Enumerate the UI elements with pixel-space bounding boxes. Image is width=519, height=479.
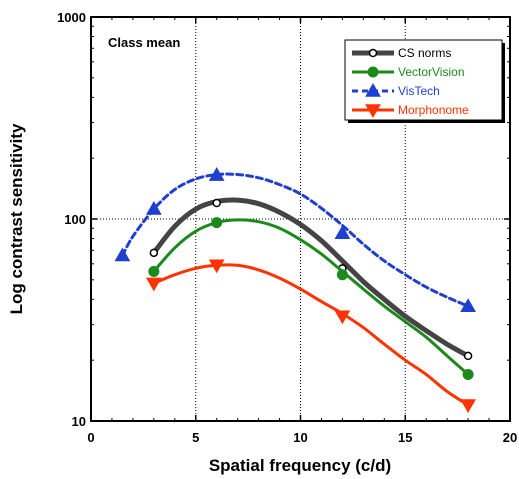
series-line bbox=[152, 218, 470, 376]
x-axis-title: Spatial frequency (c/d) bbox=[209, 456, 391, 475]
data-point bbox=[208, 167, 225, 181]
data-point bbox=[463, 351, 473, 361]
data-point bbox=[336, 269, 348, 281]
x-tick-label: 15 bbox=[398, 430, 412, 445]
series-vistech bbox=[114, 167, 476, 312]
data-point bbox=[114, 247, 131, 262]
data-point bbox=[334, 310, 351, 325]
data-point bbox=[460, 399, 476, 414]
y-tick-label: 1000 bbox=[57, 10, 86, 25]
series-line bbox=[152, 263, 470, 407]
legend-item: CS norms bbox=[352, 46, 451, 60]
legend-marker bbox=[365, 104, 381, 119]
data-point bbox=[212, 198, 221, 208]
series-line bbox=[120, 172, 470, 308]
y-tick-label: 10 bbox=[72, 414, 86, 429]
data-point bbox=[148, 265, 160, 277]
legend-label: VisTech bbox=[398, 84, 440, 98]
legend-item: VisTech bbox=[352, 82, 440, 98]
x-tick-label: 10 bbox=[293, 430, 307, 445]
axis-ticks: 0 5 10 15 20 10 100 1000 bbox=[57, 10, 517, 445]
data-point bbox=[208, 259, 225, 274]
legend-item: Morphonome bbox=[352, 103, 469, 119]
chart-annotation: Class mean bbox=[108, 35, 180, 50]
data-point bbox=[149, 248, 159, 258]
x-tick-label: 0 bbox=[87, 430, 94, 445]
legend-item: VectorVision bbox=[352, 65, 465, 79]
data-point bbox=[145, 201, 162, 215]
data-point bbox=[334, 225, 351, 240]
series-line bbox=[151, 197, 471, 359]
y-axis-title: Log contrast sensitivity bbox=[7, 123, 26, 314]
x-tick-label: 20 bbox=[503, 430, 517, 445]
series-vectorvision bbox=[148, 217, 474, 380]
legend-box-shadow-bottom bbox=[348, 120, 505, 123]
legend-label: VectorVision bbox=[398, 65, 465, 79]
legend-marker bbox=[368, 48, 378, 58]
grid-lines bbox=[91, 17, 510, 421]
data-point bbox=[211, 217, 223, 229]
data-point bbox=[462, 368, 474, 380]
x-tick-label: 5 bbox=[192, 430, 199, 445]
y-tick-label: 100 bbox=[64, 212, 86, 227]
data-point bbox=[460, 298, 476, 312]
series-layer bbox=[114, 167, 476, 414]
legend-label: CS norms bbox=[398, 46, 451, 60]
legend: CS norms VectorVision VisTech Morphonome bbox=[344, 39, 505, 123]
legend-box-shadow-right bbox=[502, 43, 505, 123]
legend-marker bbox=[367, 66, 379, 78]
data-point bbox=[145, 277, 162, 292]
legend-label: Morphonome bbox=[398, 103, 469, 117]
series-morphonome bbox=[145, 259, 476, 414]
legend-marker bbox=[365, 82, 381, 97]
